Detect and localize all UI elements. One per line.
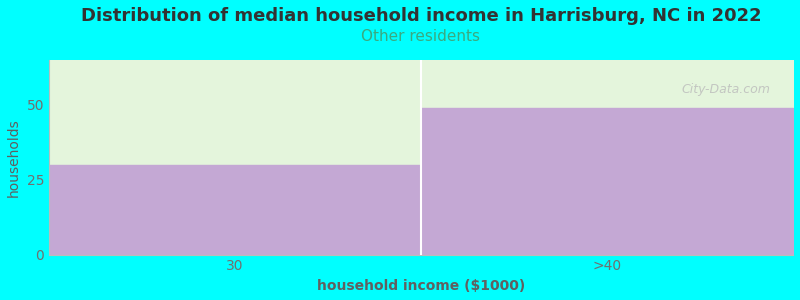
Title: Distribution of median household income in Harrisburg, NC in 2022: Distribution of median household income … (81, 7, 762, 25)
Text: City-Data.com: City-Data.com (682, 83, 770, 96)
Text: Other residents: Other residents (362, 29, 481, 44)
X-axis label: household income ($1000): household income ($1000) (317, 279, 525, 293)
Y-axis label: households: households (7, 118, 21, 196)
